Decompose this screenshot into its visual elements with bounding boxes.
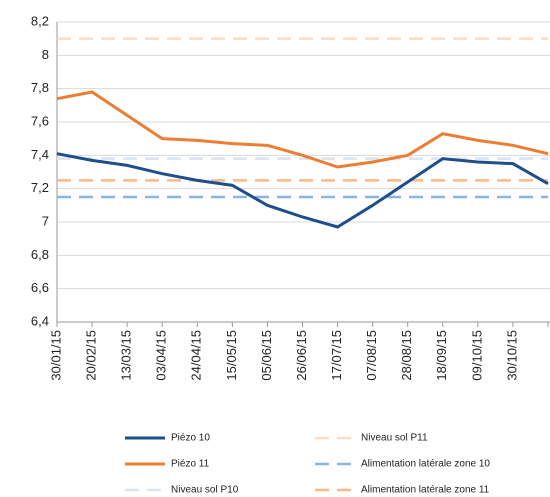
- x-tick-label: 05/06/15: [259, 330, 274, 381]
- x-tick-label: 03/04/15: [154, 330, 169, 381]
- y-tick-label: 6,8: [31, 247, 49, 262]
- y-tick-label: 7,4: [31, 147, 49, 162]
- y-tick-label: 6,6: [31, 280, 49, 295]
- x-tick-label: 28/08/15: [399, 330, 414, 381]
- y-tick-label: 7,6: [31, 113, 49, 128]
- legend-label: Alimentation latérale zone 11: [361, 485, 490, 496]
- legend-label: Piézo 10: [171, 433, 210, 444]
- x-tick-label: 13/03/15: [119, 330, 134, 381]
- legend-label: Niveau sol P11: [361, 433, 428, 444]
- y-tick-label: 8: [42, 47, 49, 62]
- legend-label: Alimentation latérale zone 10: [361, 459, 490, 470]
- series-line: [56, 90, 549, 169]
- x-tick-label: 17/07/15: [329, 330, 344, 381]
- y-tick-label: 7: [42, 213, 49, 228]
- y-tick-label: 7,2: [31, 180, 49, 195]
- x-tick-label: 07/08/15: [364, 330, 379, 381]
- y-tick-label: 7,8: [31, 80, 49, 95]
- legend-label: Niveau sol P10: [171, 485, 239, 496]
- legend-label: Piézo 11: [171, 459, 210, 470]
- x-tick-label: 30/10/15: [504, 330, 519, 381]
- x-tick-label: 09/10/15: [469, 330, 484, 381]
- y-tick-label: 6,4: [31, 313, 49, 328]
- series-line: [56, 152, 549, 229]
- x-tick-label: 15/05/15: [224, 330, 239, 381]
- x-tick-label: 26/06/15: [294, 330, 309, 381]
- x-tick-label: 18/09/15: [434, 330, 449, 381]
- x-tick-label: 24/04/15: [189, 330, 204, 381]
- y-tick-label: 8,2: [31, 13, 49, 28]
- x-tick-label: 20/02/15: [84, 330, 99, 381]
- x-tick-label: 30/01/15: [48, 330, 63, 381]
